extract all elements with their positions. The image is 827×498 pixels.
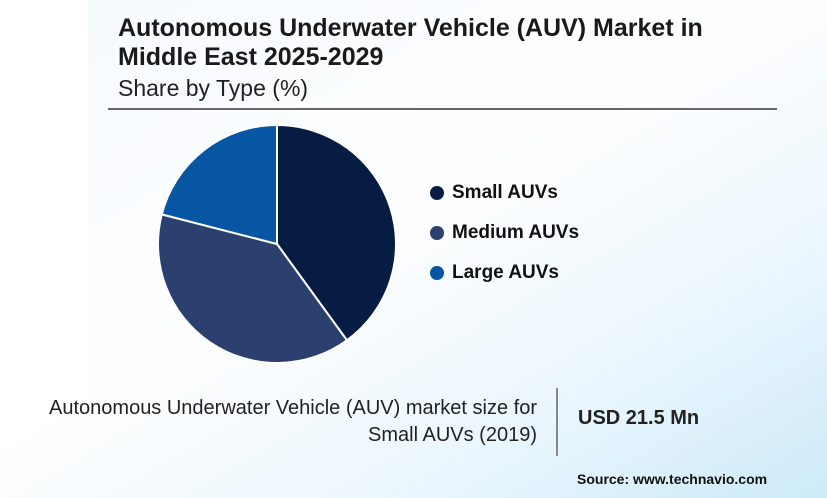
pie-slice-large-auvs	[160, 123, 278, 246]
legend-item: Medium AUVs	[430, 213, 579, 253]
legend-item: Small AUVs	[430, 173, 579, 213]
market-size-label-line-1: Autonomous Underwater Vehicle (AUV) mark…	[49, 397, 537, 419]
footer-divider	[556, 388, 558, 456]
legend: Small AUVs Medium AUVs Large AUVs	[430, 173, 579, 293]
market-size-label-line-2: Small AUVs (2019)	[368, 424, 537, 446]
pie-slice-medium-auvs	[157, 213, 349, 364]
chart-subtitle: Share by Type (%)	[118, 75, 309, 101]
legend-item: Large AUVs	[430, 253, 579, 293]
legend-label: Large AUVs	[452, 262, 559, 283]
chart-title: Autonomous Underwater Vehicle (AUV) Mark…	[118, 14, 703, 72]
legend-label: Small AUVs	[452, 182, 558, 203]
market-size-value: USD 21.5 Mn	[578, 407, 700, 429]
pie-slice-small-auvs	[276, 123, 397, 342]
title-line-2: Middle East 2025-2029	[118, 43, 384, 71]
title-divider	[108, 108, 777, 110]
legend-label: Medium AUVs	[452, 222, 580, 243]
market-size-label: Autonomous Underwater Vehicle (AUV) mark…	[0, 395, 537, 449]
legend-swatch-icon	[430, 226, 444, 240]
legend-swatch-icon	[430, 186, 444, 200]
title-line-1: Autonomous Underwater Vehicle (AUV) Mark…	[118, 14, 703, 42]
legend-swatch-icon	[430, 266, 444, 280]
source-credit: Source: www.technavio.com	[577, 471, 768, 487]
